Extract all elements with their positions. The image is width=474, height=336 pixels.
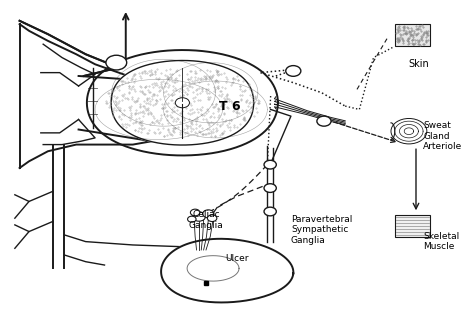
Circle shape (192, 212, 206, 221)
Circle shape (264, 207, 276, 216)
Circle shape (191, 209, 200, 216)
Text: Ulcer: Ulcer (225, 254, 248, 263)
Circle shape (175, 98, 190, 108)
Bar (395, 24, 430, 46)
Circle shape (208, 215, 217, 221)
Text: Skeletal
Muscle: Skeletal Muscle (423, 232, 459, 251)
Text: T 6: T 6 (219, 99, 240, 113)
Text: Paravertebral
Sympathetic
Ganglia: Paravertebral Sympathetic Ganglia (291, 215, 352, 245)
Circle shape (106, 55, 127, 70)
Polygon shape (161, 239, 293, 302)
Polygon shape (111, 60, 254, 145)
Text: Skin: Skin (408, 59, 428, 69)
Circle shape (188, 216, 196, 222)
Bar (395, 215, 430, 237)
Circle shape (317, 116, 331, 126)
Circle shape (264, 160, 276, 169)
Text: Sweat
Gland
Arteriole: Sweat Gland Arteriole (423, 121, 462, 151)
Circle shape (203, 210, 214, 218)
Circle shape (264, 184, 276, 193)
Circle shape (286, 66, 301, 76)
Text: Celiac
Ganglia: Celiac Ganglia (189, 210, 223, 229)
